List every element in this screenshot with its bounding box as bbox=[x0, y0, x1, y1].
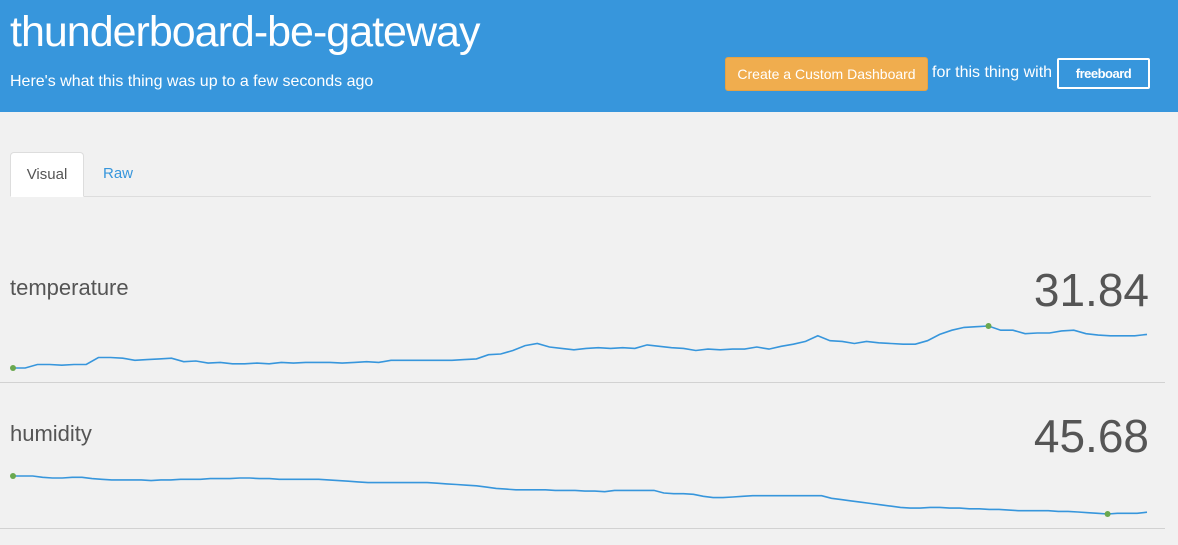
min-marker bbox=[10, 365, 16, 371]
for-thing-text: for this thing with bbox=[932, 64, 1053, 81]
metric-divider bbox=[0, 382, 1165, 383]
tab-visual[interactable]: Visual bbox=[10, 152, 84, 197]
create-dashboard-button[interactable]: Create a Custom Dashboard bbox=[725, 57, 928, 91]
tab-raw[interactable]: Raw bbox=[102, 165, 133, 182]
page-title: thunderboard-be-gateway bbox=[10, 8, 480, 56]
tabs-divider bbox=[10, 196, 1151, 197]
max-marker bbox=[10, 473, 16, 479]
sparkline-path bbox=[13, 325, 1148, 369]
humidity-sparkline bbox=[10, 473, 1148, 517]
max-marker bbox=[985, 323, 992, 329]
metric-value: 45.68 bbox=[1033, 410, 1149, 462]
page-subtitle: Here's what this thing was up to a few s… bbox=[10, 73, 374, 90]
metric-label: temperature bbox=[10, 275, 129, 300]
metric-value: 31.84 bbox=[1033, 264, 1149, 316]
metric-label: humidity bbox=[10, 421, 92, 446]
min-marker bbox=[1104, 511, 1111, 517]
metric-divider bbox=[0, 528, 1165, 529]
freeboard-button[interactable]: freeboard bbox=[1057, 58, 1150, 89]
temperature-sparkline bbox=[10, 323, 1148, 371]
page-header: thunderboard-be-gateway Here's what this… bbox=[0, 0, 1178, 112]
sparkline-path bbox=[13, 475, 1148, 515]
